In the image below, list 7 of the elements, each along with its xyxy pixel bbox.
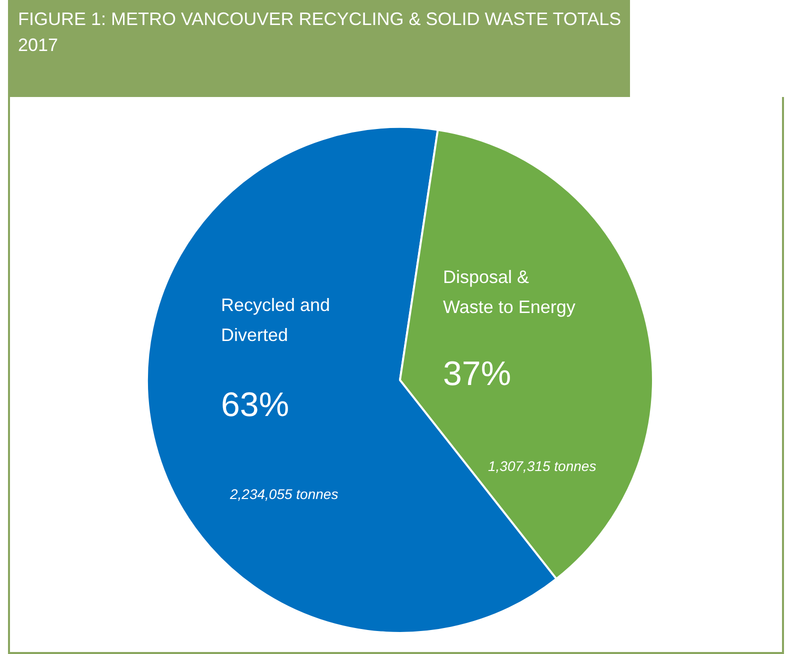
slice-label: Disposal & Waste to Energy	[443, 267, 576, 317]
chart-title: FIGURE 1: METRO VANCOUVER RECYCLING & SOLID WASTE TOTALS 2017	[8, 0, 630, 97]
data-label: 63%	[221, 386, 290, 424]
slice-label: Recycled and Diverted	[221, 295, 336, 345]
text: 2,234,055 tonnes	[229, 486, 338, 502]
text: 1,307,315 tonnes	[488, 458, 596, 474]
data-label: 37%	[443, 355, 512, 393]
